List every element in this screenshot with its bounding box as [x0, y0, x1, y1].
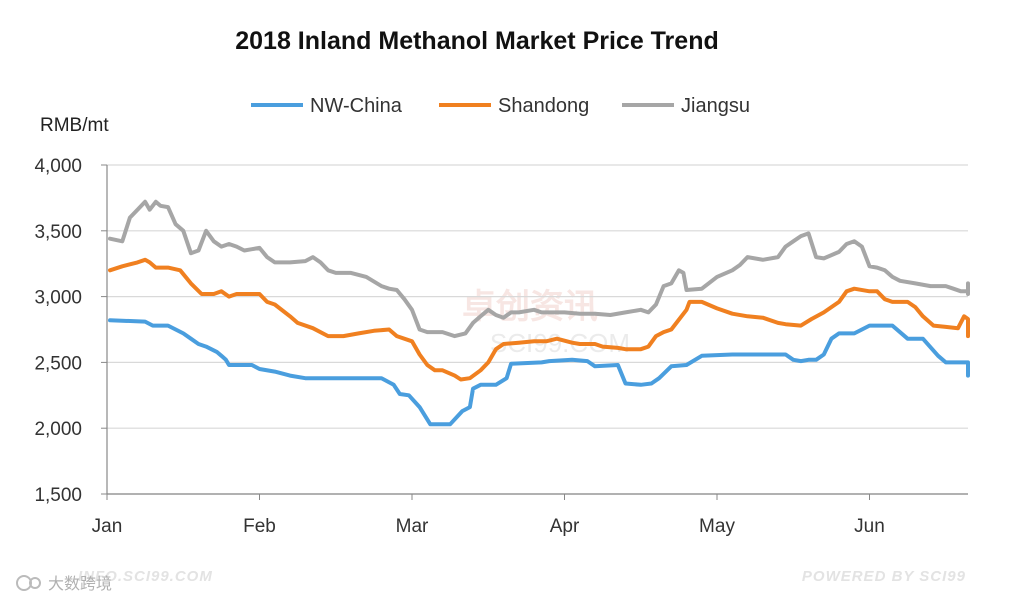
- series-line-nw-china: [108, 318, 970, 427]
- x-axis-ticks: Jan Feb Mar Apr May Jun: [92, 494, 885, 537]
- brand-logo-icon: [16, 575, 32, 591]
- y-tick-label: 3,500: [34, 222, 82, 243]
- chart-title: 2018 Inland Methanol Market Price Trend: [235, 27, 718, 55]
- x-tick-label: Jan: [92, 516, 123, 537]
- watermark-center-cn: 卓创资讯: [462, 288, 598, 326]
- series-lines: [108, 199, 970, 427]
- watermark-left: INFO.SCI99.COM: [78, 568, 213, 585]
- y-tick-label: 1,500: [34, 485, 82, 506]
- x-tick-label: May: [699, 516, 735, 537]
- legend: NW-China Shandong Jiangsu: [251, 95, 750, 117]
- grid-lines: [106, 164, 968, 495]
- x-tick-label: Feb: [243, 516, 276, 537]
- x-tick-label: Jun: [854, 516, 885, 537]
- brand-text: 大数跨境: [48, 574, 112, 593]
- y-axis-ticks: 1,500 2,000 2,500 3,000 3,500 4,000: [34, 156, 107, 506]
- brand-logo-icon-small: [29, 577, 41, 589]
- y-tick-label: 2,000: [34, 419, 82, 440]
- brand-watermark: 大数跨境: [16, 574, 112, 593]
- legend-label: Jiangsu: [681, 95, 750, 117]
- watermark-right: POWERED BY SCI99: [802, 568, 966, 585]
- series-line-shandong: [108, 257, 970, 382]
- y-tick-label: 4,000: [34, 156, 82, 177]
- series-line-jiangsu: [108, 199, 970, 339]
- x-tick-label: Apr: [550, 516, 580, 537]
- legend-label: Shandong: [498, 95, 589, 117]
- legend-label: NW-China: [310, 95, 403, 117]
- x-tick-label: Mar: [396, 516, 429, 537]
- y-tick-label: 3,000: [34, 288, 82, 309]
- y-tick-label: 2,500: [34, 353, 82, 374]
- y-axis-label: RMB/mt: [40, 115, 109, 136]
